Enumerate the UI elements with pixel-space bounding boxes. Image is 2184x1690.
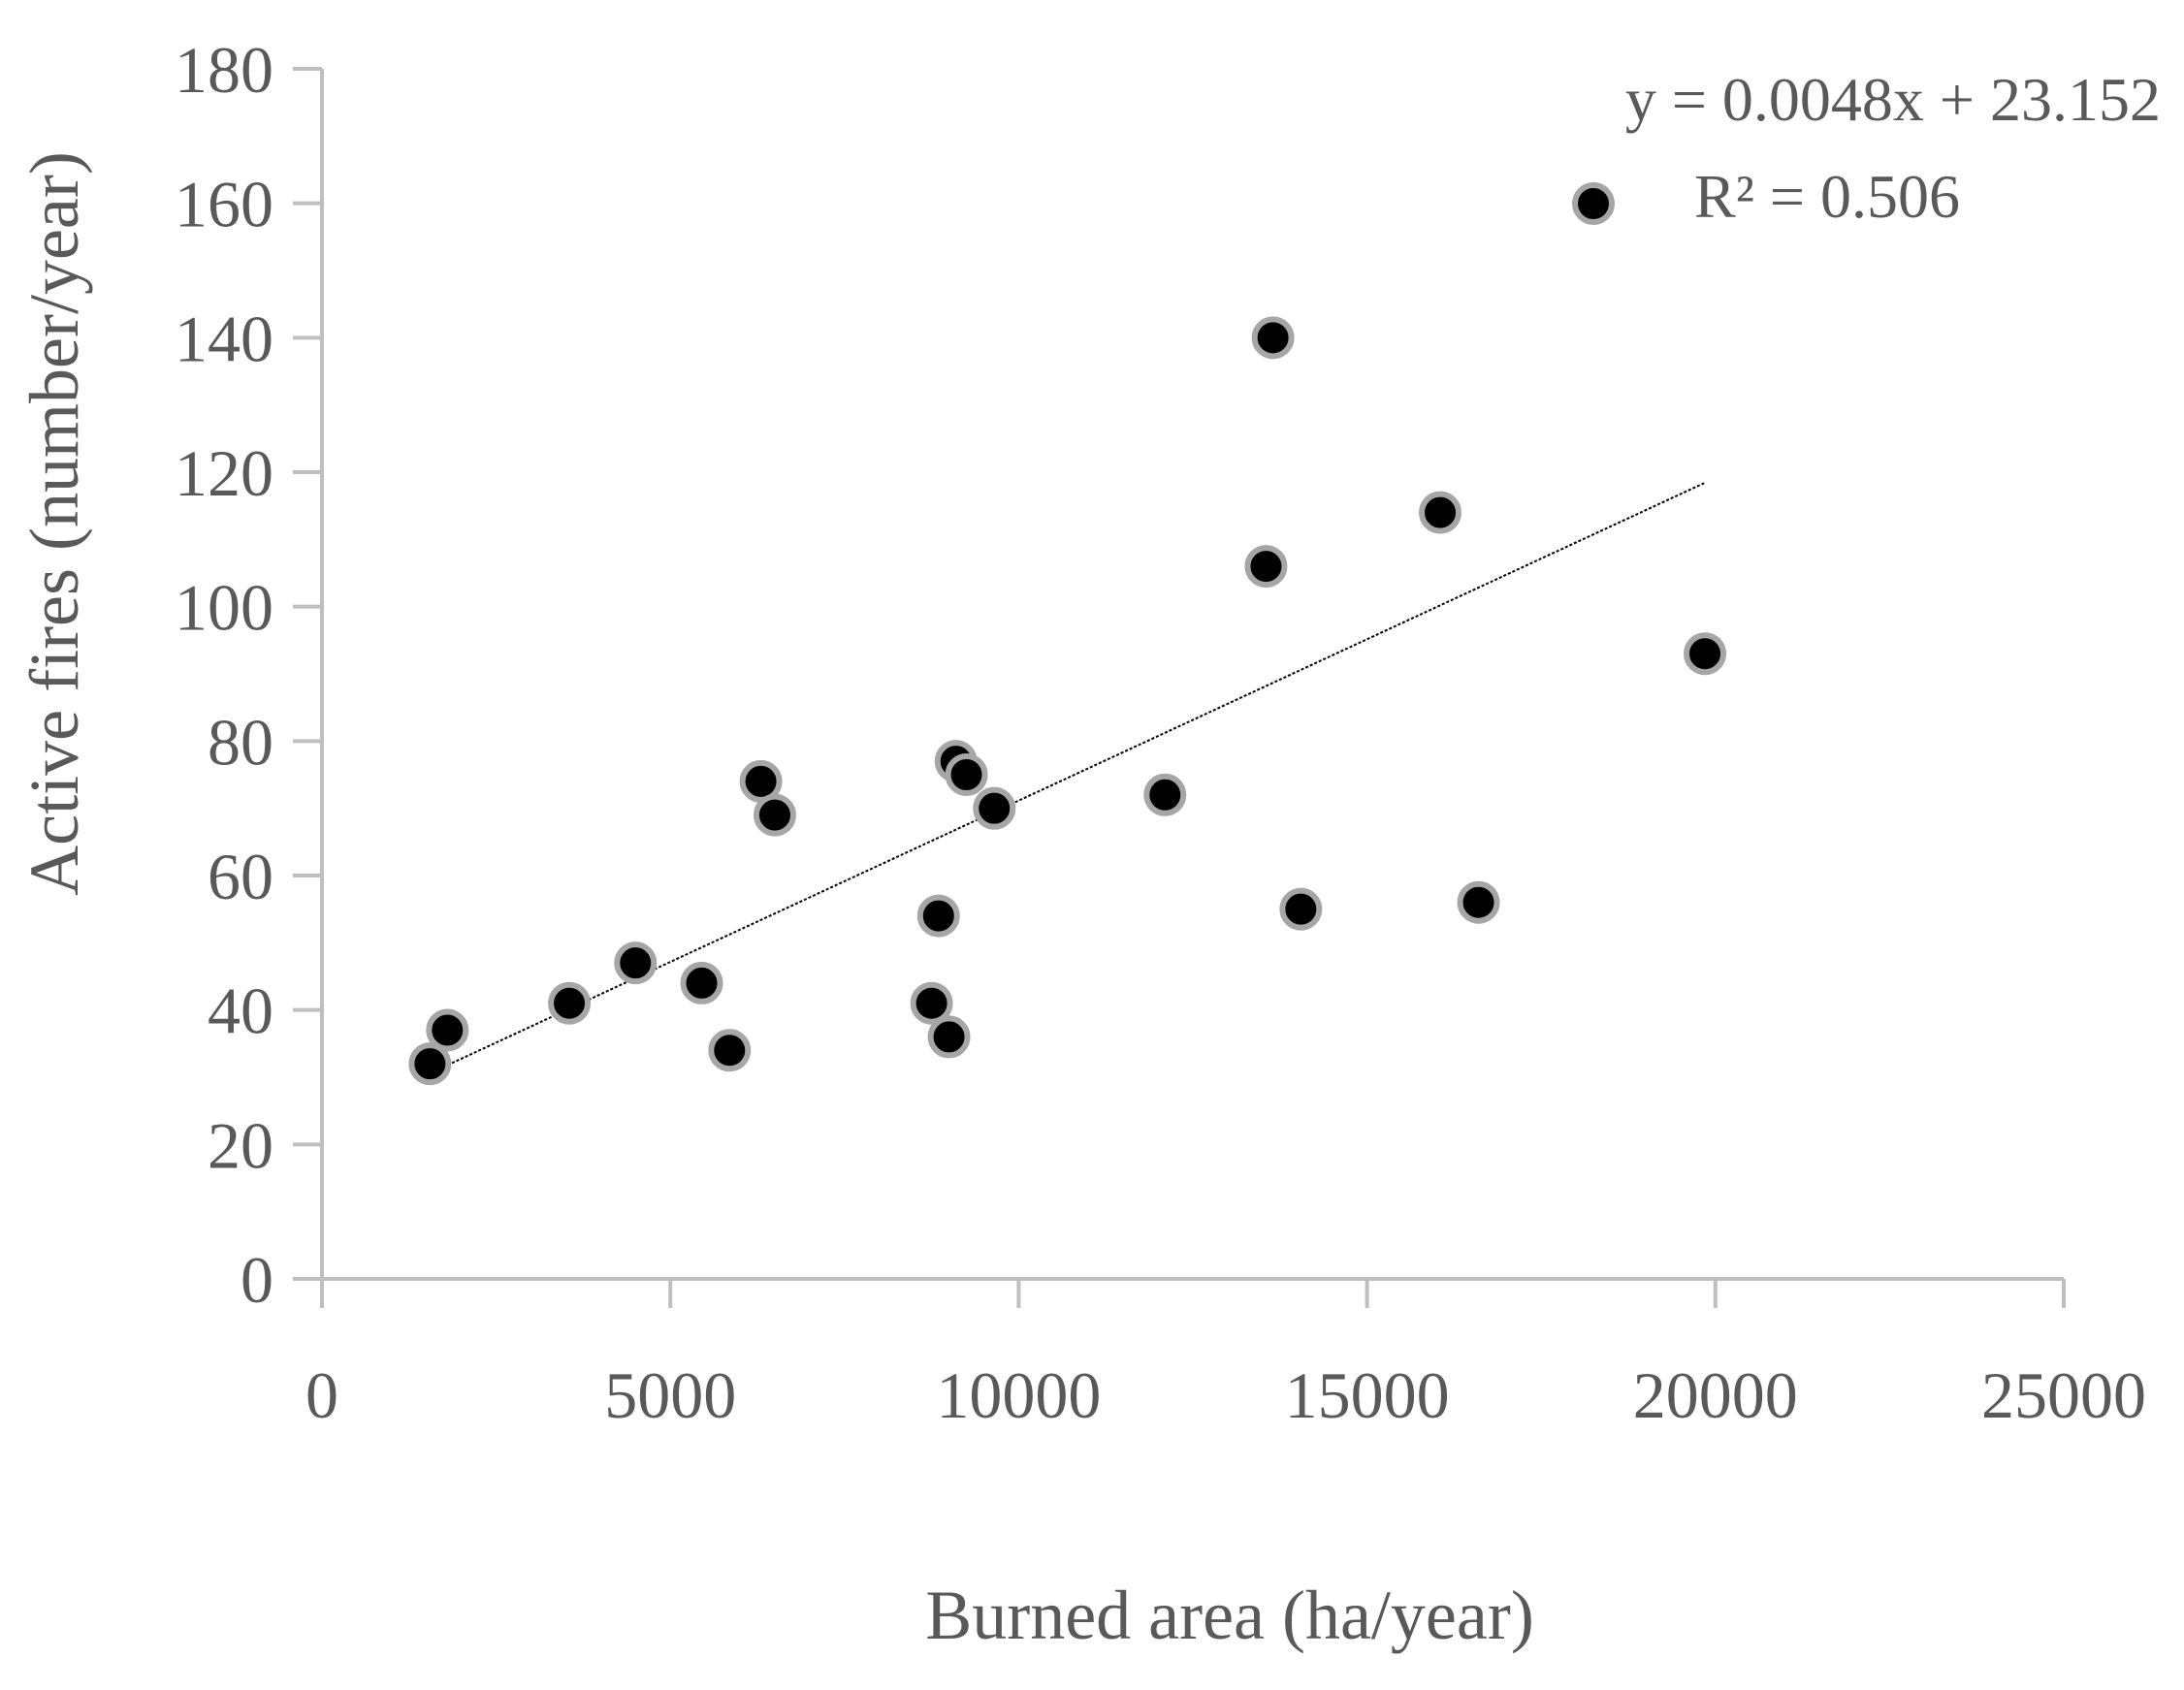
data-point bbox=[1457, 880, 1500, 924]
data-point bbox=[1684, 632, 1727, 676]
data-point bbox=[548, 981, 592, 1025]
data-point bbox=[1419, 491, 1462, 534]
x-tick-label: 5000 bbox=[604, 1358, 736, 1432]
x-tick-label: 25000 bbox=[1981, 1358, 2146, 1432]
x-tick-label: 0 bbox=[305, 1358, 338, 1432]
data-point bbox=[753, 793, 796, 837]
r-squared-label: R² = 0.506 bbox=[1694, 162, 1960, 231]
axes bbox=[293, 67, 2066, 1308]
x-tick-label: 15000 bbox=[1285, 1358, 1450, 1432]
data-point bbox=[973, 786, 1016, 830]
trendline-equation: y = 0.0048x + 23.152 bbox=[1625, 65, 2161, 134]
x-tick-label: 10000 bbox=[936, 1358, 1101, 1432]
data-point bbox=[1244, 545, 1288, 589]
tick-labels: 0 20 40 60 80 100 120 140 160 180 0 5000 10000 15000 2… bbox=[175, 33, 2146, 1432]
y-tick-label: 0 bbox=[241, 1243, 273, 1317]
y-tick-label: 160 bbox=[175, 168, 273, 241]
x-axis-title: Burned area (ha/year) bbox=[925, 1577, 1534, 1654]
data-point bbox=[1143, 773, 1187, 816]
data-point bbox=[945, 753, 988, 796]
y-tick-label: 60 bbox=[208, 840, 273, 913]
y-tick-label: 140 bbox=[175, 302, 273, 375]
data-point bbox=[426, 1008, 469, 1052]
data-point bbox=[614, 941, 658, 985]
y-tick-label: 80 bbox=[208, 705, 273, 779]
trendline-layer bbox=[429, 481, 1706, 1074]
data-point bbox=[910, 981, 953, 1025]
data-points bbox=[408, 316, 1727, 1086]
y-axis-title: Active fires (number/year) bbox=[16, 151, 93, 896]
y-tick-label: 40 bbox=[208, 974, 273, 1048]
data-point bbox=[408, 1042, 452, 1086]
data-point bbox=[1251, 316, 1295, 360]
y-tick-label: 120 bbox=[175, 436, 273, 510]
data-point bbox=[1279, 887, 1323, 931]
data-point bbox=[708, 1029, 752, 1072]
data-point bbox=[916, 894, 960, 938]
x-tick-label: 20000 bbox=[1633, 1358, 1798, 1432]
legend-marker bbox=[1572, 182, 1615, 225]
y-tick-label: 180 bbox=[175, 33, 273, 107]
y-tick-label: 100 bbox=[175, 571, 273, 645]
y-tick-label: 20 bbox=[208, 1108, 273, 1182]
data-point bbox=[680, 961, 723, 1004]
trendline bbox=[429, 481, 1706, 1074]
data-point bbox=[927, 1015, 971, 1059]
